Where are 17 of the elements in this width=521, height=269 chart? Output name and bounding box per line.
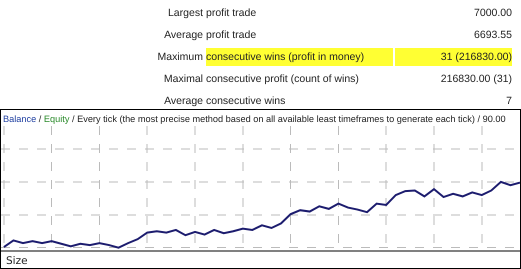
text: Maximal	[164, 72, 203, 87]
text: 216830.00 (31)	[440, 72, 512, 87]
text: consecutive wins (profit in money)	[206, 48, 393, 66]
text: Size	[6, 255, 28, 267]
text: profit trade	[206, 6, 256, 21]
text: Maximum	[157, 50, 203, 65]
text: 7000.00	[474, 6, 512, 21]
text: consecutive wins	[206, 94, 286, 109]
text: Average	[164, 28, 203, 43]
text: 31 (216830.00)	[395, 48, 512, 66]
text: 6693.55	[474, 28, 512, 43]
text: Average	[164, 94, 203, 109]
text: 7	[506, 94, 512, 109]
text: profit trade	[206, 28, 256, 43]
text: consecutive profit (count of wins)	[206, 72, 359, 87]
text: Largest	[168, 6, 203, 21]
chart-title: Balance / Equity / Every tick (the most precise method based on all available least timeframes to generate each tick) / 90.00	[3, 114, 506, 124]
